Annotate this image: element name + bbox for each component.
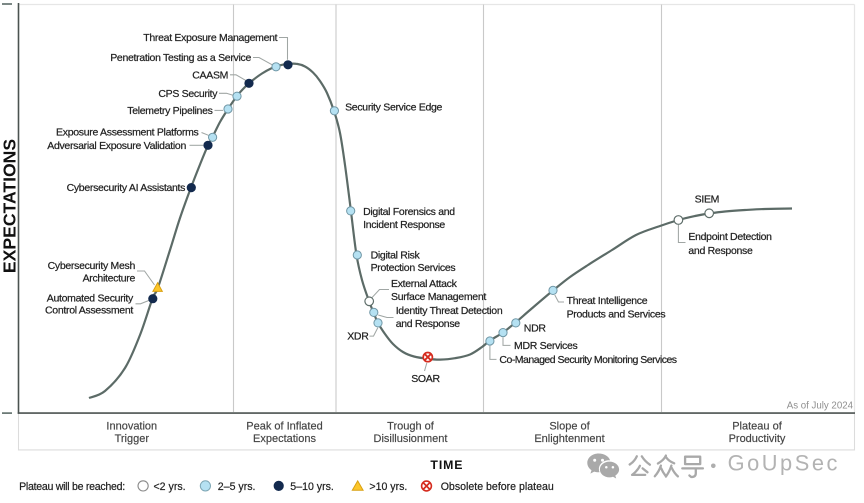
svg-text:SOAR: SOAR	[411, 373, 440, 385]
svg-text:>10 yrs.: >10 yrs.	[369, 481, 407, 493]
svg-text:Adversarial Exposure Validatio: Adversarial Exposure Validation	[47, 140, 186, 152]
svg-text:and Response: and Response	[688, 245, 753, 257]
svg-text:EXPECTATIONS: EXPECTATIONS	[0, 139, 20, 274]
svg-text:Cybersecurity Mesh: Cybersecurity Mesh	[48, 260, 136, 272]
svg-text:NDR: NDR	[524, 323, 547, 335]
svg-text:XDR: XDR	[347, 331, 369, 343]
svg-text:Products and Services: Products and Services	[567, 308, 666, 320]
svg-text:Peak of Inflated: Peak of Inflated	[246, 421, 322, 433]
svg-text:Slope of: Slope of	[549, 421, 590, 433]
svg-text:Plateau of: Plateau of	[732, 421, 782, 433]
svg-text:Surface Management: Surface Management	[391, 291, 486, 303]
svg-text:GoUpSec: GoUpSec	[728, 450, 840, 475]
svg-text:Exposure Assessment Platforms: Exposure Assessment Platforms	[56, 127, 198, 139]
svg-text:Co-Managed Security Monitoring: Co-Managed Security Monitoring Services	[499, 354, 676, 366]
svg-text:Threat Intelligence: Threat Intelligence	[567, 295, 648, 307]
svg-text:MDR Services: MDR Services	[514, 340, 578, 352]
svg-text:Productivity: Productivity	[729, 433, 786, 445]
svg-text:Plateau will be reached:: Plateau will be reached:	[19, 481, 125, 493]
svg-text:As of July 2024: As of July 2024	[787, 400, 854, 411]
svg-text:Innovation: Innovation	[106, 421, 157, 433]
svg-text:SIEM: SIEM	[695, 193, 719, 205]
svg-text:Penetration Testing as a Servi: Penetration Testing as a Service	[110, 52, 251, 64]
svg-text:2–5 yrs.: 2–5 yrs.	[218, 481, 256, 493]
svg-text:5–10 yrs.: 5–10 yrs.	[290, 481, 334, 493]
svg-text:External Attack: External Attack	[391, 278, 458, 290]
svg-text:Disillusionment: Disillusionment	[374, 433, 448, 445]
svg-text:Enlightenment: Enlightenment	[534, 433, 604, 445]
svg-text:Incident Response: Incident Response	[363, 219, 445, 231]
svg-text:Control Assessment: Control Assessment	[45, 304, 133, 316]
svg-text:Telemetry Pipelines: Telemetry Pipelines	[127, 105, 212, 117]
svg-text:Cybersecurity AI Assistants: Cybersecurity AI Assistants	[67, 182, 186, 194]
svg-text:Identity Threat Detection: Identity Threat Detection	[396, 305, 503, 317]
svg-text:Automated Security: Automated Security	[47, 292, 134, 304]
svg-text:Protection Services: Protection Services	[371, 262, 456, 274]
svg-text:and Response: and Response	[396, 318, 461, 330]
svg-text:Trough of: Trough of	[387, 421, 435, 433]
svg-text:Security Service Edge: Security Service Edge	[345, 102, 442, 114]
svg-text:Threat Exposure Management: Threat Exposure Management	[143, 32, 277, 44]
svg-text:Endpoint Detection: Endpoint Detection	[688, 231, 772, 243]
svg-text:Architecture: Architecture	[83, 273, 136, 285]
svg-text:CPS Security: CPS Security	[158, 88, 218, 100]
svg-text:Expectations: Expectations	[253, 433, 316, 445]
svg-text:Trigger: Trigger	[115, 433, 150, 445]
svg-text:Digital Forensics and: Digital Forensics and	[363, 206, 455, 218]
svg-text:Digital Risk: Digital Risk	[371, 249, 421, 261]
svg-text:<2 yrs.: <2 yrs.	[154, 481, 186, 493]
svg-text:CAASM: CAASM	[192, 69, 228, 81]
svg-text:Obsolete before plateau: Obsolete before plateau	[441, 481, 554, 493]
svg-text:TIME: TIME	[430, 458, 463, 472]
